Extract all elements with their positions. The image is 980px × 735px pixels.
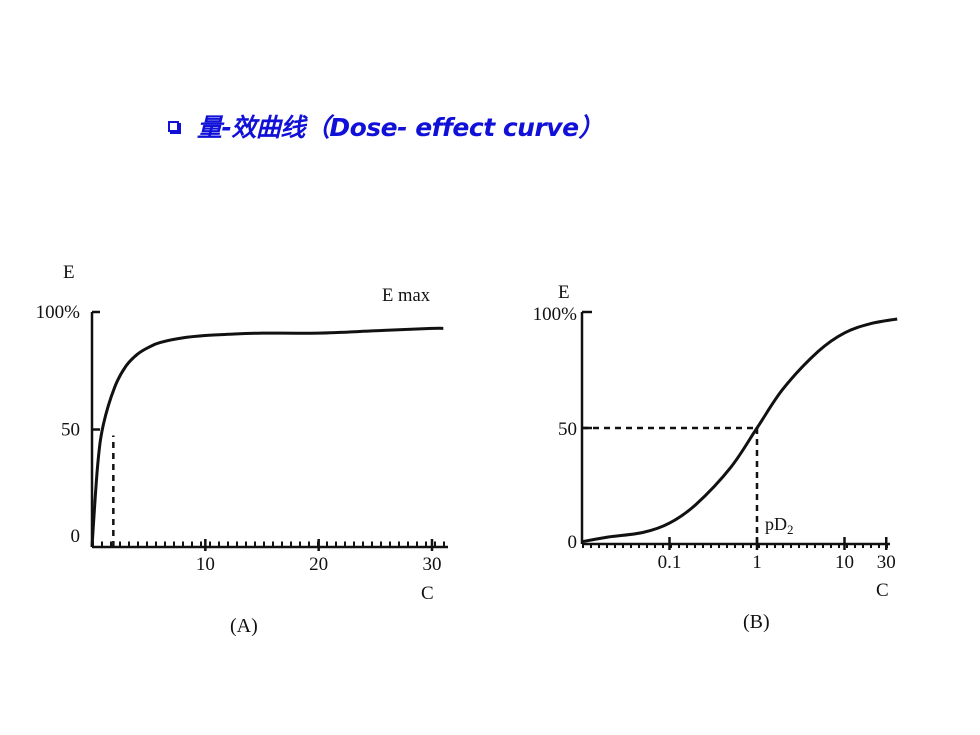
panel-a-ylabel: E	[63, 262, 75, 283]
panel-b-y-tick-label: 50	[558, 419, 577, 440]
panel-b-reference-line	[582, 426, 759, 544]
panel-a-curve	[90, 326, 444, 548]
panel-b-x-tick-label: 1	[752, 552, 762, 573]
panel-b: E C (B) pD2 0 50 100% 0.1 1 10 30	[533, 282, 898, 633]
slide-title: 量-效曲线（Dose- effect curve）	[168, 108, 604, 144]
panel-a-y-tick-label: 0	[71, 526, 81, 547]
panel-b-pd2-annotation: pD2	[765, 514, 794, 537]
panel-a-emax-annotation: E max	[382, 285, 430, 306]
panel-a-y-tick-label: 50	[61, 420, 80, 441]
panel-b-x-tick-label: 30	[877, 552, 896, 573]
panel-b-x-tick-label: 10	[835, 552, 854, 573]
panel-a-x-tick-label: 30	[423, 554, 442, 575]
panel-a-y-tick-label: 100%	[36, 302, 81, 323]
panel-a: E C E max (A) 0 50 100% 10 20 30	[36, 262, 448, 637]
panel-b-label: (B)	[743, 611, 770, 633]
panel-a-xlabel: C	[421, 583, 434, 604]
panel-b-y-tick-label: 0	[568, 532, 578, 553]
checkbox-bullet-icon	[168, 120, 181, 134]
title-text: 量-效曲线（Dose- effect curve）	[197, 113, 604, 142]
panel-a-label: (A)	[230, 615, 258, 637]
panel-b-y-tick-label: 100%	[533, 304, 578, 325]
panel-b-ylabel: E	[558, 282, 570, 303]
panel-a-x-tick-label: 20	[309, 554, 328, 575]
panel-b-xlabel: C	[876, 580, 889, 601]
panel-b-x-tick-label: 0.1	[658, 552, 682, 573]
panel-a-x-tick-label: 10	[196, 554, 215, 575]
panel-b-curve	[581, 317, 898, 544]
